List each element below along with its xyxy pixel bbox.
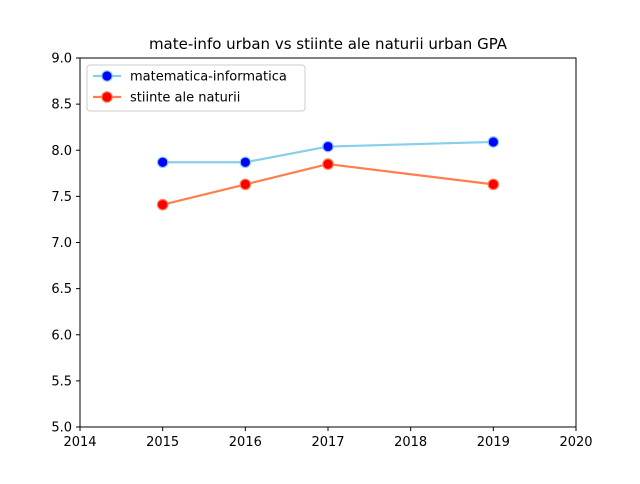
plot-area: [156, 136, 500, 211]
x-tick-label: 2014: [63, 435, 96, 450]
x-tick-label: 2016: [229, 435, 262, 450]
data-point: [487, 136, 500, 148]
legend-marker: [101, 70, 113, 82]
data-point: [322, 158, 334, 170]
x-tick-label: 2015: [146, 435, 179, 450]
chart-title: mate-info urban vs stiinte ale naturii u…: [149, 35, 508, 53]
y-tick-label: 5.5: [51, 374, 72, 389]
y-tick-label: 9.0: [51, 52, 72, 67]
series-line-1: [162, 140, 494, 164]
y-tick-label: 5.0: [51, 421, 72, 436]
data-point: [156, 198, 169, 211]
x-tick-label: 2018: [394, 435, 427, 450]
data-point: [487, 178, 500, 191]
y-tick-label: 8.5: [51, 98, 72, 113]
y-tick-label: 6.5: [51, 282, 72, 297]
data-point: [322, 140, 334, 153]
y-tick-label: 7.5: [51, 190, 72, 205]
axes: 2014 2015 2016 2017 2018 2019 2020 5.0 5.5 6.0 6.5…: [51, 52, 592, 451]
x-tick-label: 2019: [477, 435, 510, 450]
x-tick-label: 2020: [559, 435, 592, 450]
series-line-2: [162, 162, 494, 206]
y-tick-label: 8.0: [51, 144, 72, 159]
y-tick-label: 6.0: [51, 328, 72, 343]
data-point: [239, 156, 252, 169]
y-tick-label: 7.0: [51, 236, 72, 251]
legend-label: stiinte ale naturii: [130, 91, 240, 106]
x-tick-label: 2017: [311, 435, 344, 450]
legend-label: matematica-informatica: [130, 70, 287, 85]
legend: matematica-informatica stiinte ale naturi…: [86, 64, 306, 112]
axes-frame: [79, 57, 577, 428]
data-point: [156, 156, 169, 169]
legend-box: [86, 64, 306, 112]
data-point: [239, 178, 252, 191]
legend-marker: [101, 91, 113, 103]
